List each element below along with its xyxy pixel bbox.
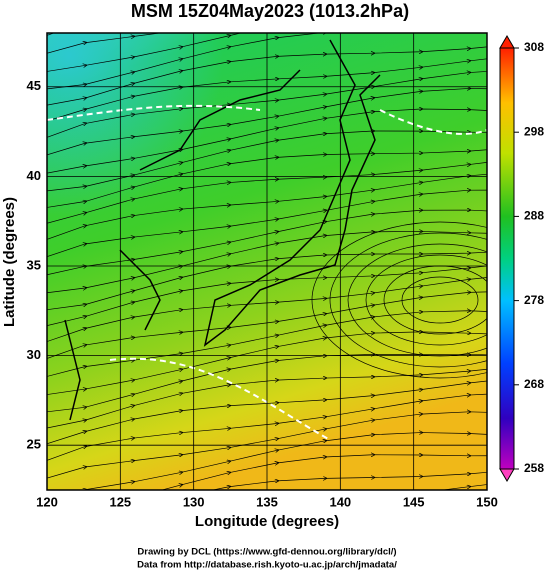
y-tick-label: 30 (27, 347, 41, 362)
colorbar-tick-label: 308 (524, 40, 544, 54)
streamlines (37, 33, 487, 490)
y-tick-label: 35 (27, 257, 41, 272)
x-tick-label: 145 (403, 494, 425, 509)
y-tick-label: 25 (27, 437, 41, 452)
streamline (329, 232, 487, 368)
colorbar (499, 47, 515, 470)
y-axis-label: Latitude (degrees) (1, 197, 18, 327)
streamline (401, 276, 479, 324)
streamline (37, 470, 487, 490)
colorbar-min-arrow (499, 468, 515, 482)
x-axis-label: Longitude (degrees) (195, 513, 339, 530)
streamline (311, 221, 487, 379)
x-tick-label: 135 (256, 494, 278, 509)
x-tick-label: 125 (109, 494, 131, 509)
y-tick-label: 40 (27, 168, 41, 183)
footer-line: Data from http://database.rish.kyoto-u.a… (137, 560, 397, 571)
x-tick-label: 150 (476, 494, 498, 509)
isobar (47, 104, 487, 441)
y-tick-label: 45 (27, 78, 41, 93)
map-area (37, 33, 487, 490)
coastline (203, 39, 381, 347)
streamline (365, 254, 487, 346)
colorbar-max-arrow (499, 35, 515, 49)
x-tick-label: 130 (183, 494, 205, 509)
x-tick-label: 120 (36, 494, 58, 509)
title: MSM 15Z04May2023 (1013.2hPa) (131, 1, 409, 21)
streamline (347, 243, 487, 357)
colorbar-tick-label: 288 (524, 209, 544, 223)
colorbar-tick-label: 268 (524, 377, 544, 391)
colorbar-tick-label: 258 (524, 461, 544, 475)
streamline (37, 455, 487, 490)
footer-line: Drawing by DCL (https://www.gfd-dennou.o… (137, 547, 396, 558)
colorbar-tick-label: 298 (524, 124, 544, 138)
colorbar-tick-label: 278 (524, 293, 544, 307)
x-tick-label: 140 (329, 494, 351, 509)
